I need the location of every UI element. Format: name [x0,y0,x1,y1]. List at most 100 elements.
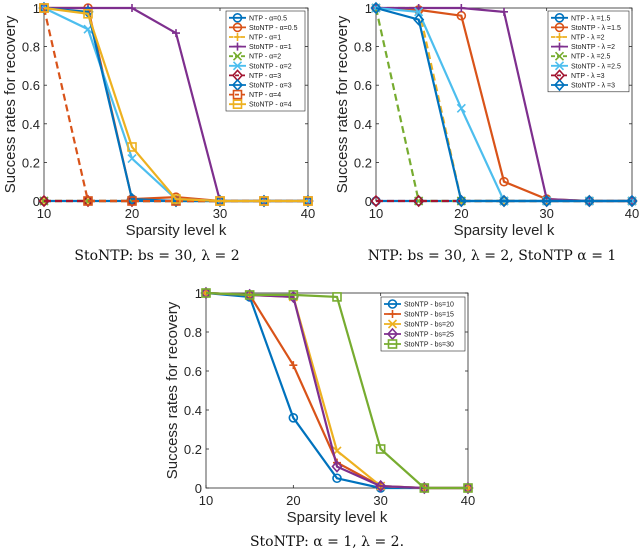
x-tick-label: 20 [286,493,300,508]
legend-marker [233,42,242,51]
data-point [201,288,211,298]
x-tick-label: 30 [539,206,553,221]
series-line [375,6,632,203]
data-point [289,361,298,370]
legend-marker [388,310,397,318]
y-tick-label: 0.2 [354,155,372,170]
data-point [498,194,510,208]
legend-marker [555,42,564,51]
series-line [205,291,468,490]
legend-entry: StoNTP - bs=15 [404,312,454,319]
legend-entry: StoNTP - α=0.5 [249,25,298,32]
data-point [455,194,467,208]
x-axis-label: Sparsity level k [287,509,388,526]
data-point [413,194,425,208]
data-point [332,292,342,302]
y-axis-label: Success rates for recovery [334,15,351,193]
data-point [258,194,270,208]
y-tick-label: 1 [33,1,40,16]
y-axis-label: Success rates for recovery [164,301,181,479]
x-tick-label: 30 [373,493,387,508]
legend-marker [232,12,243,23]
legend: StoNTP - bs=10 StoNTP - bs=15 StoNTP - bs=… [380,296,466,352]
data-point [259,196,269,206]
caption-2: NTP: bs = 30, λ = 2, StoNTP α = 1 [367,248,617,264]
y-tick-label: 0 [365,194,372,209]
y-tick-label: 0.8 [22,40,40,55]
data-point [331,460,343,473]
legend-entry: StoNTP - bs=20 [404,322,454,329]
legend-entry: NTP - λ =1.5 [571,15,610,22]
legend-marker [232,51,243,61]
data-point [83,196,93,206]
legend-marker [387,339,398,349]
legend-marker [387,299,398,309]
data-point [463,483,473,493]
legend-entry: StoNTP - λ =3 [571,83,615,90]
data-point [583,194,595,208]
y-tick-label: 0.6 [354,78,372,93]
data-point [39,3,49,13]
data-point [462,481,474,495]
legend-entry: NTP - α=1 [249,35,281,42]
y-tick-label: 0.6 [184,364,202,379]
legend-marker [387,319,398,329]
data-point [375,479,387,493]
legend-entry: StoNTP - α=3 [249,83,292,90]
data-point [244,290,255,300]
legend-marker [232,22,243,33]
legend-entry: NTP - α=0.5 [249,15,287,22]
legend-marker [554,22,565,33]
y-axis-label: Success rates for recovery [2,15,19,193]
data-point [541,194,553,208]
legend-marker [555,33,564,41]
data-point [413,13,425,26]
data-point [626,194,638,208]
data-point [499,176,509,187]
legend-marker [232,61,243,71]
series-5 [201,288,473,493]
legend-marker [553,78,566,92]
legend-marker [554,12,565,23]
legend-entry: NTP - λ =3 [571,73,605,80]
series-line [43,6,308,203]
data-point [302,194,314,208]
x-tick-label: 40 [301,206,315,221]
data-point [38,194,50,208]
legend-entry: NTP - λ =2.5 [571,54,610,61]
data-point [414,7,424,17]
data-point [127,196,137,206]
data-point [457,4,466,12]
legend-entry: NTP - λ =2 [571,35,605,42]
data-point [172,29,180,38]
data-point [127,153,137,164]
caption-3: StoNTP: α = 1, λ = 2. [249,534,405,550]
y-tick-label: 0.4 [184,403,202,418]
y-tick-label: 0.4 [22,117,40,132]
legend-entry: StoNTP - bs=30 [404,342,454,349]
data-point [332,473,342,484]
y-tick-label: 0.8 [184,325,202,340]
legend-marker [232,99,243,109]
legend-entry: NTP - α=2 [249,54,281,61]
data-point [288,290,299,300]
legend-entry: StoNTP - bs=25 [404,332,454,339]
data-point [419,483,430,493]
data-point [370,194,382,208]
legend-entry: StoNTP - bs=10 [404,302,454,309]
x-tick-label: 40 [625,206,639,221]
legend-marker [232,89,243,100]
data-point [288,412,299,423]
x-tick-label: 10 [369,206,383,221]
legend: NTP - λ =1.5 StoNTP - λ =1.5 NTP - λ =2 Sto… [547,10,630,93]
series-10 [39,3,313,206]
legend-marker [554,61,565,71]
data-point [456,103,466,113]
y-tick-label: 0.6 [22,78,40,93]
y-tick-label: 0.2 [22,155,40,170]
x-tick-label: 10 [199,493,213,508]
y-tick-label: 1 [195,286,202,301]
data-point [128,4,136,12]
x-tick-label: 20 [454,206,468,221]
data-point [414,4,423,12]
